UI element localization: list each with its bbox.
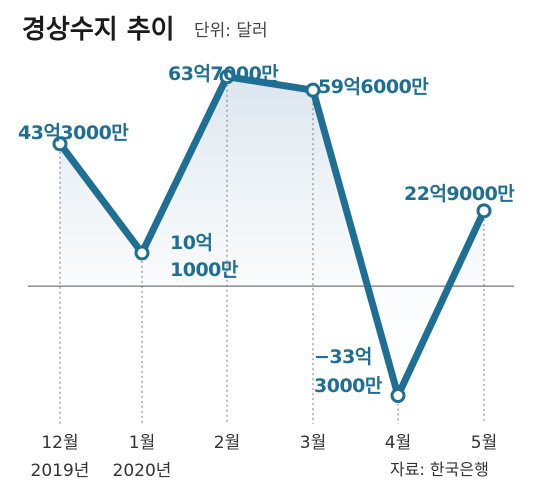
data-label: 10억 <box>170 232 212 254</box>
data-point <box>134 245 150 261</box>
data-label: 3000만 <box>314 375 383 397</box>
unit-label: 단위: 달러 <box>194 21 268 41</box>
data-label: 22억9000만 <box>404 183 515 205</box>
data-label: 63억7000만 <box>168 63 279 85</box>
x-tick-label: 5월 <box>471 433 497 453</box>
data-labels: 43억3000만 10억 1000만 63억7000만 59억6000만 −33억 3000… <box>18 63 516 397</box>
drop-lines <box>59 84 485 424</box>
x-tick-label: 4월 <box>385 433 411 453</box>
data-point <box>52 136 68 152</box>
data-point <box>305 82 321 98</box>
data-label: 59억6000만 <box>318 76 429 98</box>
series-line <box>56 73 488 400</box>
data-points <box>52 69 492 404</box>
data-label: 43억3000만 <box>18 122 129 144</box>
x-axis-ticks: 12월 1월 2월 3월 4월 5월 <box>41 433 497 453</box>
x-tick-label: 2월 <box>214 433 240 453</box>
data-label: −33억 <box>314 346 372 368</box>
data-point <box>219 69 235 85</box>
x-tick-label: 12월 <box>41 433 78 453</box>
x-tick-label: 3월 <box>300 433 326 453</box>
chart-title: 경상수지 추이 <box>22 15 175 45</box>
source-note: 자료: 한국은행 <box>390 460 489 479</box>
year-label-2019: 2019년 <box>31 461 90 481</box>
data-point <box>476 203 492 219</box>
data-label: 1000만 <box>170 259 239 281</box>
data-point <box>390 388 406 404</box>
year-label-2020: 2020년 <box>113 461 172 481</box>
x-tick-label: 1월 <box>129 433 155 453</box>
